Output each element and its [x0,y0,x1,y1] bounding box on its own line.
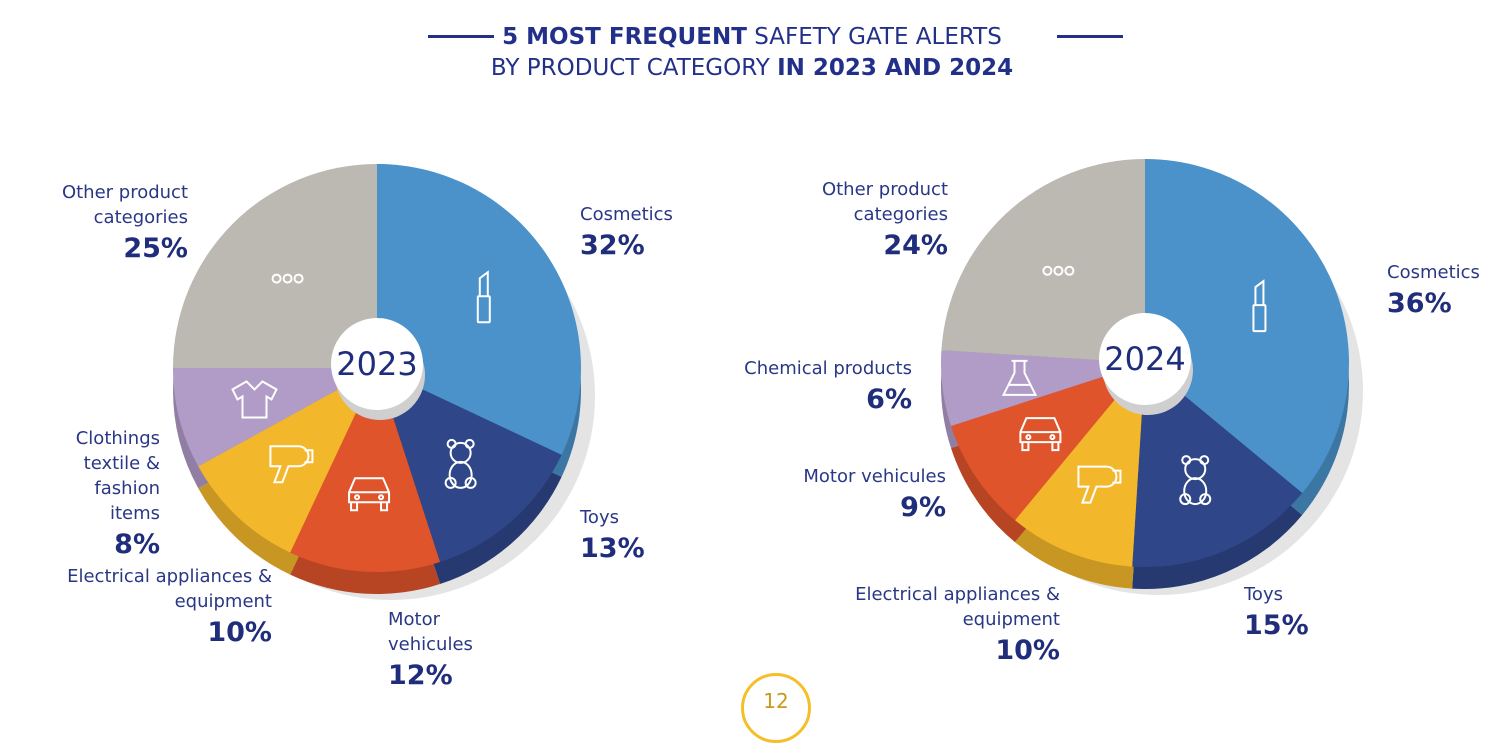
slice-toys [377,368,562,563]
flask-icon [1001,359,1038,396]
year-badge [1099,313,1191,405]
slice-toys [1132,363,1303,567]
dots-icon [1042,265,1075,276]
pie-charts: 2023 2024 [173,159,1363,600]
label-2024-other: Other product categories 24% [821,179,948,261]
hair-dryer-icon [269,445,314,484]
pie-2023: 2023 [173,164,595,600]
slice-other [941,159,1145,363]
label-2023-cosmetics: Cosmetics 32% [580,204,673,261]
slice-cosmetics [1145,159,1349,494]
hair-dryer-icon [1077,465,1122,504]
lipstick-icon [1252,279,1267,333]
slice-motor [290,368,441,573]
label-2024-toys: Toys 15% [1244,584,1309,641]
label-2023-toys: Toys 13% [580,507,645,564]
slice-clothings [173,368,377,467]
title-rule-left [428,35,494,38]
label-2024-chemical: Chemical products 6% [744,358,912,415]
label-2023-electrical: Electrical appliances & equipment 10% [67,566,272,648]
teddy-bear-icon [1179,455,1212,506]
slice-other [173,164,377,368]
page-number: 12 [741,673,811,743]
label-2024-cosmetics: Cosmetics 36% [1387,262,1480,319]
label-2023-motor: Motor vehicules 12% [388,609,473,691]
shirt-icon [231,380,278,419]
car-icon [348,477,391,512]
lipstick-icon [476,270,491,324]
year-badge [331,318,423,410]
label-2024-electrical: Electrical appliances & equipment 10% [855,584,1060,666]
slice-chemical [941,350,1145,427]
dots-icon [271,273,304,284]
slice-electrical [198,368,377,553]
chart-title: 5 MOST FREQUENT SAFETY GATE ALERTS BY PR… [490,24,1014,81]
slice-cosmetics [377,164,581,455]
title-rule-right [1057,35,1123,38]
pie-2024: 2024 [941,159,1363,595]
teddy-bear-icon [444,438,477,489]
label-2024-motor: Motor vehicules 9% [803,466,946,523]
label-2023-other: Other product categories 25% [61,182,188,264]
car-icon [1019,417,1062,452]
slice-electrical [1014,363,1145,567]
year-label: 2024 [1104,340,1185,378]
label-2023-clothing: Clothings textile & fashion items 8% [75,428,160,560]
year-label: 2023 [336,345,417,383]
